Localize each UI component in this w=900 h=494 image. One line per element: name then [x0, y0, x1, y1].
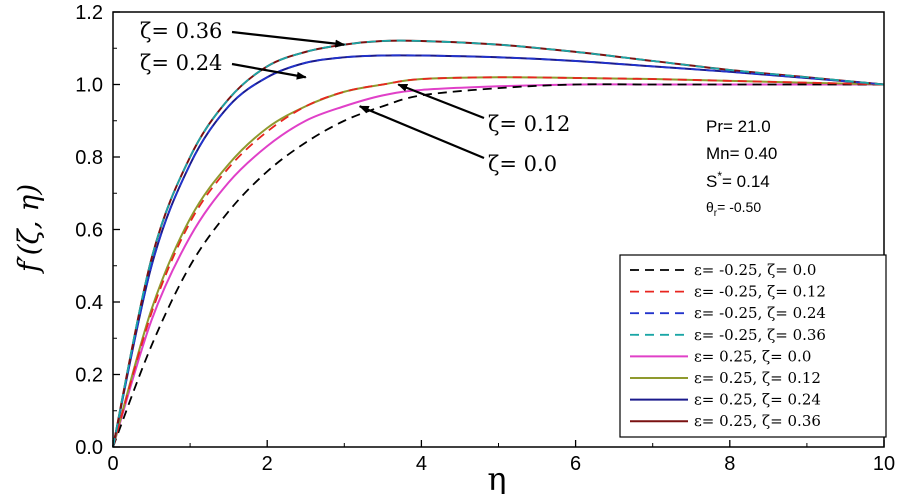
legend-entry: ε= -0.25, ζ= 0.0: [694, 261, 816, 279]
tick-labels: 0 2 4 6 8 10 0.0 0.2 0.4 0.6 0.8 1.0 1.2: [75, 2, 895, 475]
y-tick-label: 0.2: [75, 365, 103, 387]
legend-entry: ε= 0.25, ζ= 0.24: [694, 391, 821, 409]
x-tick-label: 8: [724, 453, 735, 475]
y-tick-label: 0.6: [75, 220, 103, 242]
x-tick-label: 4: [416, 453, 427, 475]
series-lines: [112, 39, 885, 448]
series-line-2: [112, 76, 885, 448]
y-axis-label: f′(ζ, η): [12, 184, 45, 274]
legend-entry: ε= 0.25, ζ= 0.36: [694, 412, 821, 430]
parameter-box: Pr= 21.0 Mn= 0.40 S*= 0.14 θr= -0.50: [706, 117, 777, 219]
annotation-label: ζ= 0.0: [488, 152, 557, 176]
x-axis-label: η: [487, 460, 506, 494]
parameter-label: Pr= 21.0: [706, 117, 771, 136]
legend-box: [619, 254, 887, 438]
annotation-arrow: [358, 105, 485, 160]
x-tick-label: 0: [107, 453, 118, 475]
legend-entry: ε= 0.25, ζ= 0.0: [694, 347, 811, 365]
annotation-label: ζ= 0.24: [140, 51, 222, 75]
annotation-arrow: [231, 30, 346, 48]
annotation-arrow: [231, 62, 307, 80]
parameter-label: θr= -0.50: [706, 199, 761, 219]
x-tick-label: 10: [873, 453, 895, 475]
parameter-label: Mn= 0.40: [706, 144, 777, 163]
y-tick-label: 1.2: [75, 2, 103, 24]
x-tick-label: 2: [262, 453, 273, 475]
y-tick-label: 1.0: [75, 75, 103, 97]
legend-entry: ε= 0.25, ζ= 0.12: [694, 369, 821, 387]
axis-ticks: [112, 11, 885, 448]
y-tick-label: 0.8: [75, 147, 103, 169]
annotation-label: ζ= 0.36: [140, 19, 222, 43]
legend: ε= -0.25, ζ= 0.0 ε= -0.25, ζ= 0.12 ε= -0.2…: [619, 254, 887, 438]
series-line-3: [112, 54, 885, 448]
legend-entry: ε= -0.25, ζ= 0.24: [694, 304, 826, 322]
annotation-arrow: [397, 83, 485, 120]
series-line-4: [112, 39, 885, 448]
legend-entry: ε= -0.25, ζ= 0.12: [694, 283, 826, 301]
x-tick-label: 6: [570, 453, 581, 475]
y-tick-label: 0.4: [75, 292, 103, 314]
y-tick-label: 0.0: [75, 437, 103, 459]
annotations: ζ= 0.36 ζ= 0.24 ζ= 0.12 ζ= 0.0: [140, 19, 570, 176]
parameter-label: S*= 0.14: [706, 169, 770, 191]
annotation-label: ζ= 0.12: [488, 112, 570, 136]
series-line-1: [112, 83, 884, 448]
legend-entry: ε= -0.25, ζ= 0.36: [694, 326, 826, 344]
